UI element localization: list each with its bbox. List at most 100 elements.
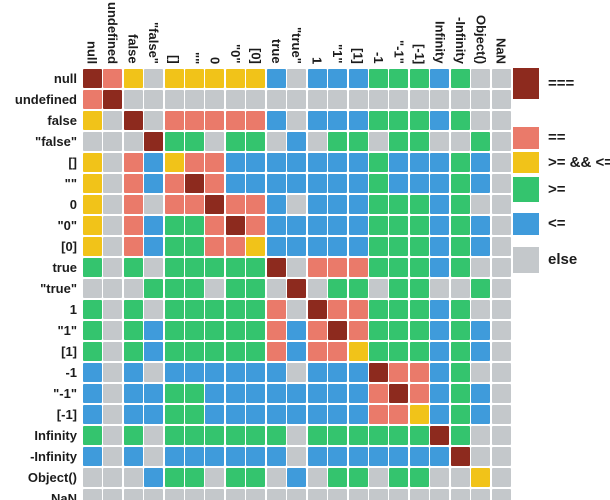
matrix-cell [450, 446, 470, 467]
matrix-cell [389, 194, 409, 215]
matrix-cell [450, 215, 470, 236]
matrix-cell [287, 299, 307, 320]
matrix-cell [369, 131, 389, 152]
matrix-cell [348, 257, 368, 278]
matrix-cell [123, 68, 143, 89]
matrix-cell [409, 278, 429, 299]
column-label-text: 0 [207, 56, 223, 64]
matrix-cell [430, 467, 450, 488]
matrix-cell [266, 89, 286, 110]
matrix-cell [123, 320, 143, 341]
matrix-cell [82, 446, 102, 467]
matrix-cell [144, 362, 164, 383]
matrix-cell [307, 320, 327, 341]
matrix-cell [164, 278, 184, 299]
matrix-cell [82, 194, 102, 215]
matrix-cell [164, 425, 184, 446]
column-label-text: "" [186, 51, 202, 64]
matrix-cell [225, 215, 245, 236]
matrix-cell [164, 173, 184, 194]
matrix-cell [389, 383, 409, 404]
legend-swatch-B [513, 213, 539, 235]
matrix-cell [471, 404, 491, 425]
matrix-cell [409, 236, 429, 257]
matrix-cell [266, 362, 286, 383]
column-label-text: 1 [309, 56, 325, 64]
matrix-cell [369, 467, 389, 488]
matrix-cell [409, 194, 429, 215]
matrix-cell [123, 278, 143, 299]
matrix-cell [144, 173, 164, 194]
matrix-cell [450, 425, 470, 446]
matrix-cell [184, 488, 204, 500]
matrix-cell [103, 362, 123, 383]
matrix-cell [307, 257, 327, 278]
matrix-cell [82, 152, 102, 173]
matrix-cell [287, 152, 307, 173]
row-label: "1" [57, 323, 77, 338]
column-label-text: NaN [493, 37, 509, 64]
matrix-cell [430, 152, 450, 173]
matrix-cell [491, 236, 511, 257]
column-label: [] [164, 0, 184, 64]
matrix-cell [266, 446, 286, 467]
matrix-cell [328, 467, 348, 488]
matrix-cell [205, 152, 225, 173]
matrix-cell [348, 299, 368, 320]
matrix-cell [205, 425, 225, 446]
legend-label: === [548, 75, 575, 92]
matrix-cell [82, 362, 102, 383]
matrix-cell [246, 404, 266, 425]
matrix-cell [287, 278, 307, 299]
matrix-cell [287, 362, 307, 383]
matrix-cell [82, 131, 102, 152]
matrix-cell [369, 341, 389, 362]
matrix-cell [471, 488, 491, 500]
matrix-cell [184, 257, 204, 278]
matrix-cell [389, 236, 409, 257]
matrix-cell [225, 89, 245, 110]
matrix-cell [164, 236, 184, 257]
matrix-cell [409, 110, 429, 131]
matrix-cell [471, 236, 491, 257]
legend-label: >= && <= [548, 154, 610, 171]
matrix-cell [348, 446, 368, 467]
matrix-cell [82, 320, 102, 341]
matrix-cell [123, 152, 143, 173]
matrix-cell [225, 257, 245, 278]
matrix-cell [205, 278, 225, 299]
matrix-cell [328, 131, 348, 152]
matrix-cell [430, 215, 450, 236]
matrix-cell [82, 278, 102, 299]
legend-item: === [513, 68, 608, 99]
matrix-cell [184, 362, 204, 383]
matrix-cell [389, 446, 409, 467]
column-label-text: -1 [371, 52, 387, 64]
matrix-cell [491, 467, 511, 488]
legend-swatch-R [513, 68, 539, 99]
matrix-cell [369, 299, 389, 320]
matrix-cell [205, 257, 225, 278]
matrix-cell [491, 341, 511, 362]
matrix-cell [184, 173, 204, 194]
matrix-cell [369, 236, 389, 257]
matrix-cell [287, 320, 307, 341]
matrix-cell [82, 299, 102, 320]
matrix-cell [123, 383, 143, 404]
matrix-cell [103, 383, 123, 404]
matrix-cell [307, 152, 327, 173]
row-label: false [47, 113, 77, 128]
matrix-cell [144, 110, 164, 131]
matrix-cell [369, 383, 389, 404]
matrix-cell [287, 467, 307, 488]
matrix-cell [369, 89, 389, 110]
matrix-cell [450, 173, 470, 194]
column-label: -1 [368, 0, 388, 64]
row-label: "0" [57, 218, 77, 233]
column-label: "true" [287, 0, 307, 64]
matrix-cell [144, 257, 164, 278]
matrix-cell [164, 257, 184, 278]
column-label: Object() [471, 0, 491, 64]
matrix-cell [287, 68, 307, 89]
matrix-cell [450, 89, 470, 110]
